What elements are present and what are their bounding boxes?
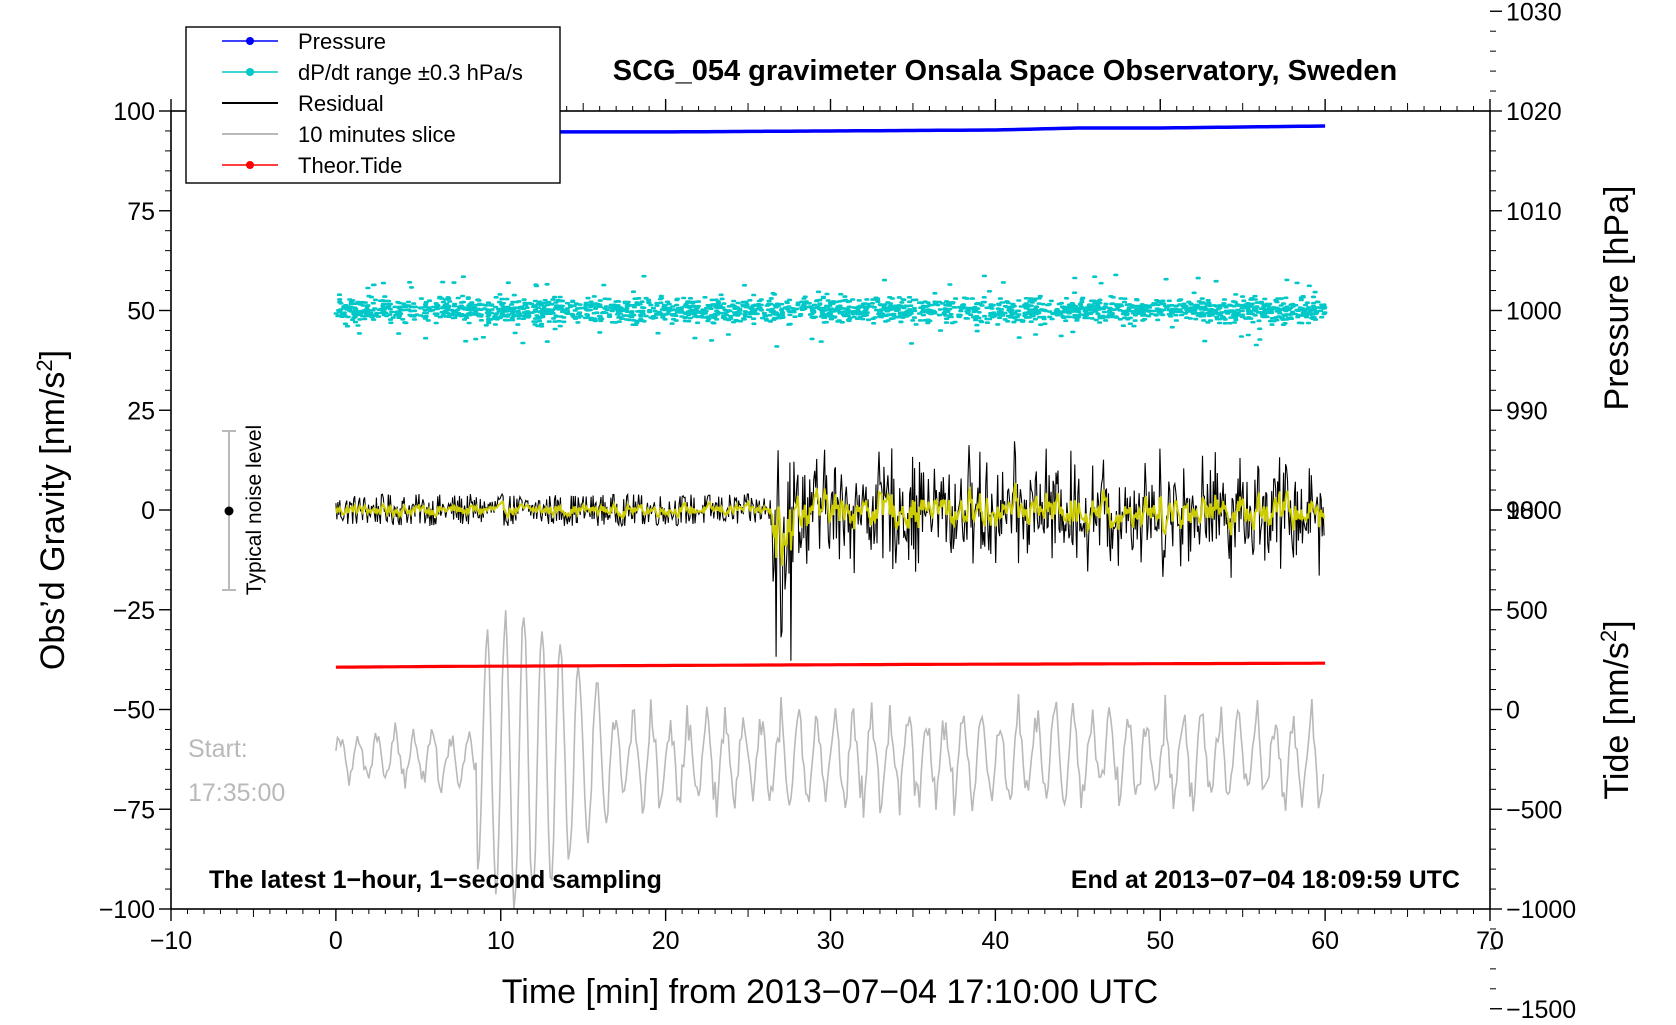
- y-tick-label: 50: [127, 298, 155, 326]
- legend-box: [185, 26, 561, 184]
- y-tick-label: 0: [141, 497, 155, 525]
- data-series: [333, 124, 1328, 910]
- plot-frame: [170, 110, 1491, 910]
- start-label: Start:: [188, 735, 248, 763]
- legend-entry-residual: Residual: [222, 91, 384, 116]
- slice-line: [335, 610, 1325, 910]
- x-tick-label: 20: [652, 927, 680, 955]
- legend-marker-dpdt: [246, 68, 254, 76]
- tide-axis-label-sup: 2: [1596, 630, 1621, 642]
- legend-label-tide: Theor.Tide: [298, 153, 402, 178]
- dpdt-scatter: [333, 273, 1328, 348]
- x-axis-label: Time [min] from 2013−07−04 17:10:00 UTC: [502, 973, 1158, 1011]
- tide-tick-label: 1000: [1506, 497, 1562, 525]
- residual-smooth-line: [334, 483, 1326, 566]
- y-axis-label-end: ]: [34, 350, 72, 359]
- noise-level-indicator: Typical noise level: [222, 425, 266, 595]
- y-axis-label-sup: 2: [32, 359, 57, 371]
- pressure-tick-label: 980: [1506, 497, 1548, 525]
- y-tick-label: −50: [113, 697, 155, 725]
- tide-axis-label-end: ]: [1598, 620, 1636, 629]
- legend-label-dpdt: dP/dt range ±0.3 hPa/s: [298, 60, 523, 85]
- pressure-tick-label: 1020: [1506, 98, 1562, 126]
- noise-level-label: Typical noise level: [243, 425, 266, 595]
- legend: Pressure dP/dt range ±0.3 hPa/s Residual…: [185, 26, 561, 184]
- tick-labels: −10 0 10 20 30 40 50 60 701007550250−25−50−75−10…: [99, 0, 1577, 1024]
- pressure-tick-label: 1030: [1506, 0, 1562, 26]
- pressure-axis-label: Pressure [hPa]: [1598, 186, 1636, 411]
- legend-marker-tide: [246, 161, 254, 169]
- chart-title: SCG_054 gravimeter Onsala Space Observat…: [613, 55, 1397, 87]
- tide-tick-label: −1500: [1506, 996, 1576, 1020]
- sampling-note: The latest 1−hour, 1−second sampling: [209, 866, 662, 894]
- legend-entry-tide: Theor.Tide: [222, 153, 402, 178]
- legend-label-residual: Residual: [298, 91, 384, 116]
- tick-marks: [159, 10, 1502, 1010]
- pressure-tick-label: 1000: [1506, 298, 1562, 326]
- noise-bar-center-dot: [224, 506, 234, 516]
- x-tick-label: 40: [981, 927, 1009, 955]
- legend-marker-pressure: [246, 37, 254, 45]
- tide-tick-label: −500: [1506, 796, 1562, 824]
- y-tick-label: −100: [99, 896, 155, 924]
- legend-entry-dpdt: dP/dt range ±0.3 hPa/s: [222, 60, 523, 85]
- y-tick-label: 25: [127, 397, 155, 425]
- tide-line: [335, 661, 1326, 669]
- x-tick-label: 30: [817, 927, 845, 955]
- x-tick-label: 10: [487, 927, 515, 955]
- tide-tick-label: −1000: [1506, 896, 1576, 924]
- x-tick-label: −10: [150, 927, 192, 955]
- x-tick-label: 60: [1311, 927, 1339, 955]
- legend-entry-slice: 10 minutes slice: [222, 122, 456, 147]
- end-time-note: End at 2013−07−04 18:09:59 UTC: [1071, 866, 1460, 894]
- y-axis-label: Obs’d Gravity [nm/s2]: [32, 350, 72, 670]
- tide-axis-label: Tide [nm/s2]: [1596, 620, 1636, 799]
- tide-tick-label: 500: [1506, 597, 1548, 625]
- legend-entry-pressure: Pressure: [222, 29, 386, 54]
- x-tick-label: 0: [329, 927, 343, 955]
- start-time: 17:35:00: [188, 779, 285, 807]
- y-axis-label-base: Obs’d Gravity [nm/s: [34, 372, 72, 671]
- residual-line: [335, 441, 1325, 661]
- pressure-tick-label: 1010: [1506, 198, 1562, 226]
- legend-label-slice: 10 minutes slice: [298, 122, 456, 147]
- y-tick-label: 75: [127, 198, 155, 226]
- y-tick-label: −25: [113, 597, 155, 625]
- y-tick-label: −75: [113, 796, 155, 824]
- tide-tick-label: 0: [1506, 697, 1520, 725]
- pressure-tick-label: 990: [1506, 397, 1548, 425]
- y-tick-label: 100: [113, 98, 155, 126]
- x-tick-label: 50: [1146, 927, 1174, 955]
- x-tick-label: 70: [1476, 927, 1504, 955]
- tide-axis-label-base: Tide [nm/s: [1598, 642, 1636, 799]
- legend-label-pressure: Pressure: [298, 29, 386, 54]
